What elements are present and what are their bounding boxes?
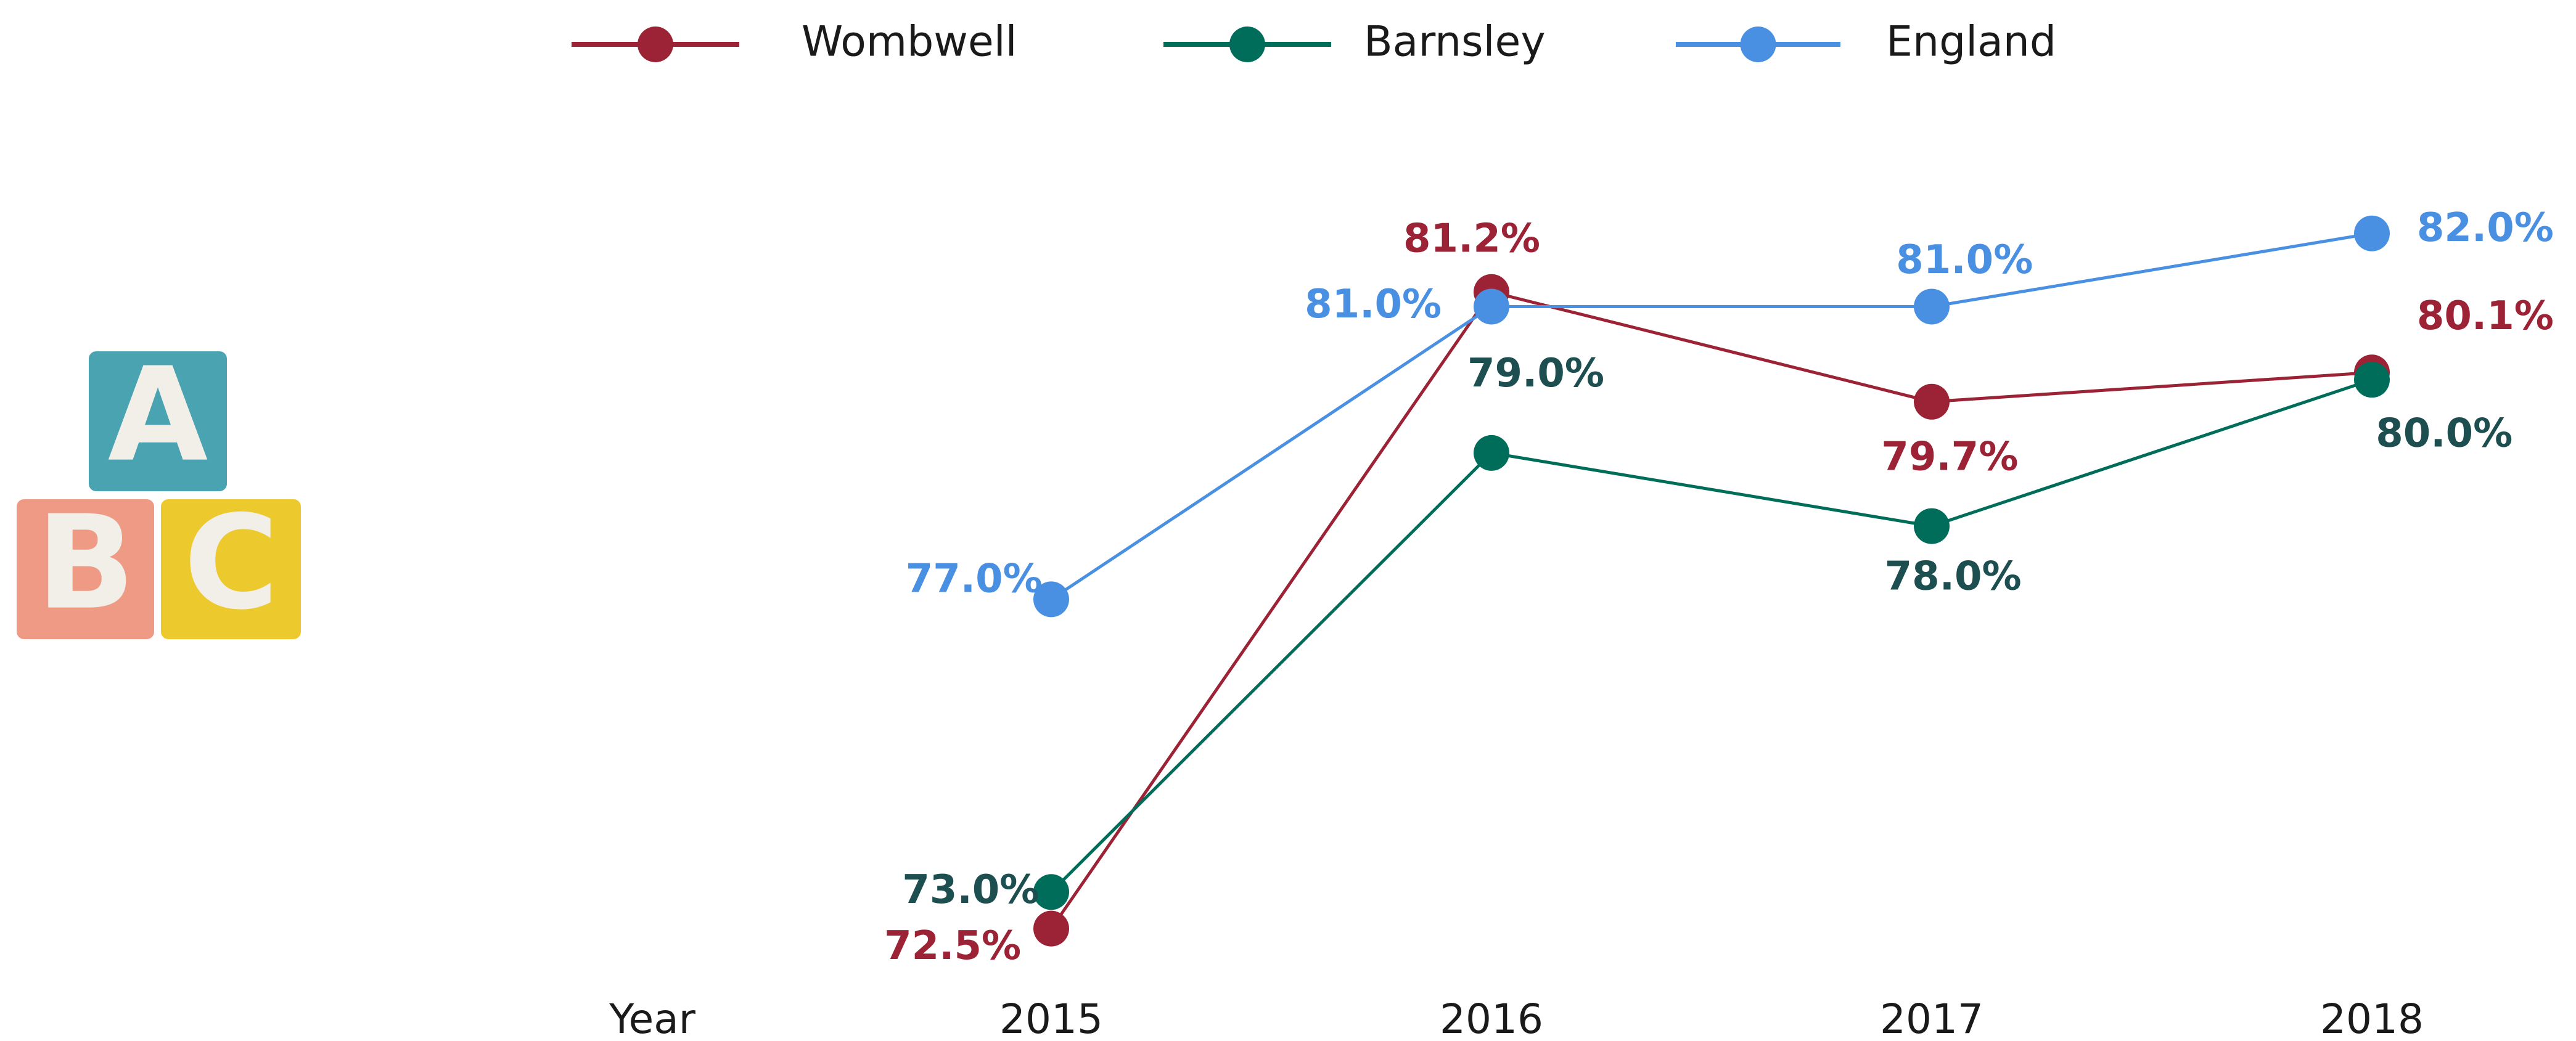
block-letter: A (108, 340, 208, 491)
data-label: 81.0% (1896, 237, 2033, 283)
point (1914, 288, 1950, 324)
data-label: 81.0% (1305, 282, 1442, 327)
x-tick-label: 2016 (1440, 995, 1543, 1041)
series-line (1051, 380, 2372, 892)
legend-item: Wombwell (572, 18, 1017, 67)
point (1033, 911, 1069, 947)
abc-icon: A B C (17, 340, 301, 639)
chart: A B C Year 2015 2016 2017 2018 Wombwell Barns… (0, 0, 2576, 1041)
point (1914, 508, 1950, 544)
data-label: 72.5% (884, 923, 1021, 969)
data-label: 78.0% (1885, 553, 2022, 599)
point (1474, 288, 1509, 324)
x-tick-label: 2018 (2320, 995, 2424, 1041)
point (1474, 435, 1509, 471)
legend-item: Barnsley (1163, 18, 1546, 67)
point (1914, 384, 1950, 420)
legend-label: Wombwell (802, 18, 1017, 67)
series-line (1051, 292, 2372, 929)
data-label: 73.0% (902, 867, 1039, 913)
data-label: 82.0% (2417, 205, 2554, 251)
legend-item: England (1676, 18, 2056, 67)
x-tick-label: 2015 (999, 995, 1103, 1041)
legend-label: England (1886, 18, 2056, 67)
legend-marker (638, 27, 673, 62)
x-axis-label: Year (609, 995, 696, 1041)
x-tick-label: 2017 (1880, 995, 1983, 1041)
data-label: 80.0% (2376, 410, 2512, 456)
block-letter: B (36, 488, 135, 639)
point (2354, 216, 2390, 251)
point (2354, 362, 2390, 398)
legend-marker (1229, 27, 1265, 62)
legend-marker (1741, 27, 1776, 62)
block-letter: C (184, 488, 279, 639)
data-label: 81.2% (1403, 216, 1540, 262)
data-label: 80.1% (2417, 293, 2554, 339)
data-label: 79.7% (1881, 435, 2018, 480)
series-line (1051, 234, 2372, 600)
data-label: 79.0% (1467, 351, 1604, 396)
legend-label: Barnsley (1364, 18, 1546, 67)
data-label: 77.0% (906, 557, 1043, 602)
